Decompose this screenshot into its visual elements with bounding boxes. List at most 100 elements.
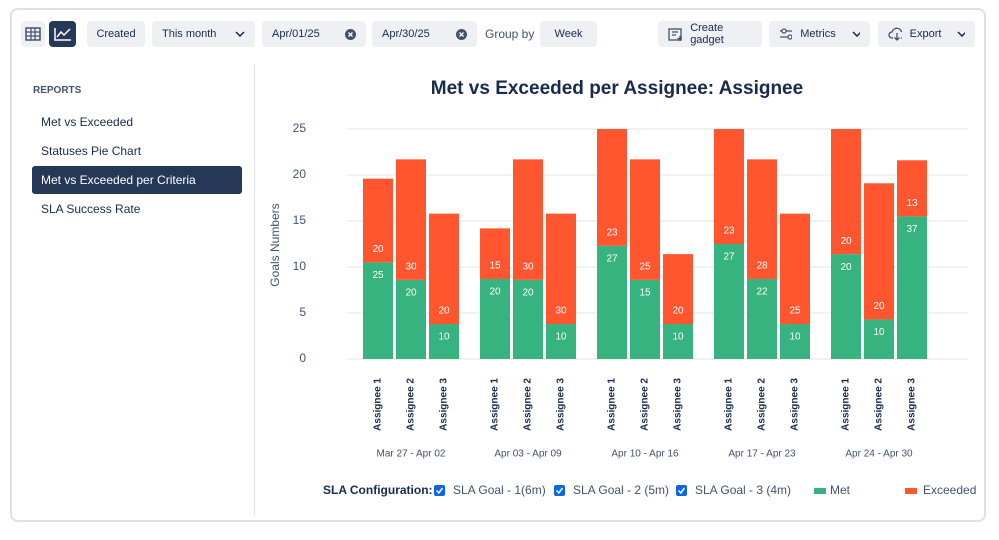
data-label: 30 [555, 306, 567, 317]
period-select[interactable]: This month [152, 21, 255, 47]
create-gadget-button[interactable]: Create gadget [658, 21, 762, 47]
x-tick-label: Assignee 1 [490, 378, 501, 431]
export-button[interactable]: Export [878, 21, 975, 47]
group-label: Apr 03 - Apr 09 [494, 449, 562, 460]
x-tick-label: Assignee 2 [523, 378, 534, 431]
y-tick-label: 20 [293, 167, 307, 181]
cloud-icon [888, 27, 902, 41]
group-label: Apr 10 - Apr 16 [611, 449, 679, 460]
bar-segment [714, 244, 744, 359]
x-tick-label: Assignee 3 [439, 378, 450, 431]
x-tick-label: Assignee 1 [373, 378, 384, 431]
x-tick-label: Assignee 2 [757, 378, 768, 431]
data-label: 20 [840, 236, 852, 247]
clear-icon[interactable] [345, 28, 356, 40]
sidebar-item[interactable]: Statuses Pie Chart [41, 144, 142, 158]
bar-segment [831, 129, 861, 255]
button-label: This month [162, 28, 217, 40]
data-label: 20 [405, 288, 417, 299]
bar-segment [714, 129, 744, 244]
end-date[interactable]: Apr/30/25 [372, 21, 477, 47]
data-label: 10 [873, 327, 885, 338]
metrics-button[interactable]: Metrics [769, 21, 870, 47]
group-label: Apr 24 - Apr 30 [845, 449, 913, 460]
bar-segment [429, 213, 459, 325]
x-tick-label: Assignee 2 [874, 378, 885, 431]
bar-segment [513, 279, 543, 359]
bar-segment [363, 178, 393, 263]
button-label: Metrics [800, 28, 836, 40]
data-label: 20 [840, 262, 852, 273]
group-label: Apr 17 - Apr 23 [728, 449, 796, 460]
sidebar-item[interactable]: Met vs Exceeded [41, 115, 134, 129]
x-tick-label: Assignee 1 [724, 378, 735, 431]
data-label: 28 [756, 261, 768, 272]
data-label: 22 [756, 287, 768, 298]
table-icon [25, 27, 41, 41]
start-date[interactable]: Apr/01/25 [262, 21, 366, 47]
clear-icon[interactable] [456, 28, 467, 40]
bar-segment [630, 279, 660, 359]
group-by-select[interactable]: Week [540, 21, 597, 47]
bar-segment [897, 216, 927, 359]
data-label: 20 [873, 301, 885, 312]
x-tick-label: Assignee 3 [790, 378, 801, 431]
data-label: 15 [639, 288, 651, 299]
data-label: 10 [672, 332, 684, 343]
checkbox[interactable] [554, 485, 565, 496]
data-label: 20 [438, 306, 450, 317]
data-label: 25 [789, 306, 801, 317]
filter-option: SLA Goal - 3 (4m) [695, 483, 791, 497]
checkmark [435, 487, 444, 495]
chart-view-button[interactable] [49, 21, 76, 47]
x-tick-label: Assignee 3 [907, 378, 918, 431]
data-label: 30 [405, 262, 417, 273]
data-label: 30 [522, 262, 534, 273]
bar-segment [480, 278, 510, 359]
sidebar-title: REPORTS [33, 85, 82, 96]
button-label: Create gadget [690, 22, 724, 46]
bar-segment [831, 254, 861, 359]
filter-label: SLA Configuration: [323, 483, 433, 497]
checkbox[interactable] [434, 485, 445, 496]
y-tick-label: 15 [293, 213, 307, 227]
bar-segment [780, 324, 810, 359]
bar-segment [429, 324, 459, 359]
checkbox[interactable] [676, 485, 687, 496]
metrics-icon [780, 28, 793, 40]
legend-label: Met [830, 483, 851, 497]
y-tick-label: 10 [293, 259, 307, 273]
bar-segment [396, 279, 426, 359]
y-tick-label: 25 [293, 121, 307, 135]
y-tick-label: 5 [299, 305, 306, 319]
group-by-label: Group by [485, 27, 535, 41]
data-label: 23 [723, 226, 735, 237]
gadget-icon [668, 27, 683, 41]
sidebar-item[interactable]: Met vs Exceeded per Criteria [32, 166, 242, 194]
data-label: 10 [438, 332, 450, 343]
chevron [235, 31, 245, 37]
bar-segment [780, 213, 810, 325]
chart-title: Met vs Exceeded per Assignee: Assignee [431, 78, 803, 99]
data-label: 20 [372, 244, 384, 255]
legend-label: Exceeded [923, 483, 976, 497]
bar-segment [363, 262, 393, 359]
bar-segment [864, 319, 894, 359]
data-label: 27 [606, 253, 618, 264]
x-tick-label: Assignee 1 [841, 378, 852, 431]
bar-segment [546, 213, 576, 325]
bar-segment [747, 278, 777, 359]
bar-segment [597, 245, 627, 359]
checkmark [555, 487, 564, 495]
table-view-button[interactable] [21, 21, 45, 47]
data-label: 20 [489, 287, 501, 298]
sidebar-item[interactable]: SLA Success Rate [41, 202, 141, 216]
created-button[interactable]: Created [87, 21, 145, 47]
data-label: 25 [372, 270, 384, 281]
bar-segment [864, 183, 894, 320]
legend-swatch [905, 488, 917, 494]
x-tick-label: Assignee 2 [640, 378, 651, 431]
data-label: 37 [906, 224, 918, 235]
